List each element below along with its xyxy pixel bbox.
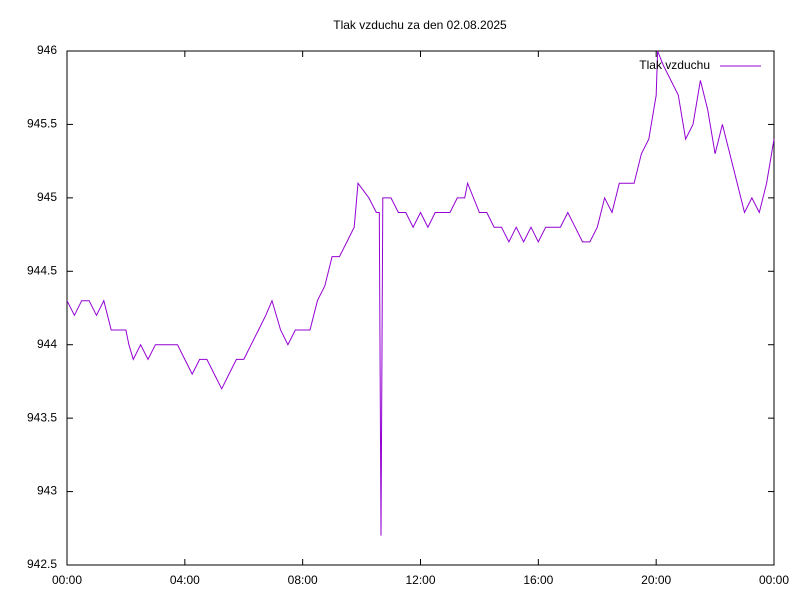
data-line [66,50,775,536]
y-tick-label: 943 [37,484,57,498]
x-tick-label: 00:00 [52,573,82,587]
legend-label: Tlak vzduchu [639,58,710,72]
y-tick-label: 945 [37,190,57,204]
y-tick-label: 942.5 [27,557,57,571]
x-tick-label: 00:00 [759,573,789,587]
y-tick-label: 946 [37,43,57,57]
y-tick-label: 944 [37,337,57,351]
y-tick-label: 944.5 [27,263,57,277]
chart-title: Tlak vzduchu za den 02.08.2025 [333,18,507,32]
x-tick-label: 04:00 [170,573,200,587]
y-tick-label: 945.5 [27,117,57,131]
x-tick-label: 08:00 [288,573,318,587]
x-tick-label: 12:00 [405,573,435,587]
y-tick-label: 943.5 [27,410,57,424]
x-tick-label: 20:00 [641,573,671,587]
x-tick-label: 16:00 [523,573,553,587]
